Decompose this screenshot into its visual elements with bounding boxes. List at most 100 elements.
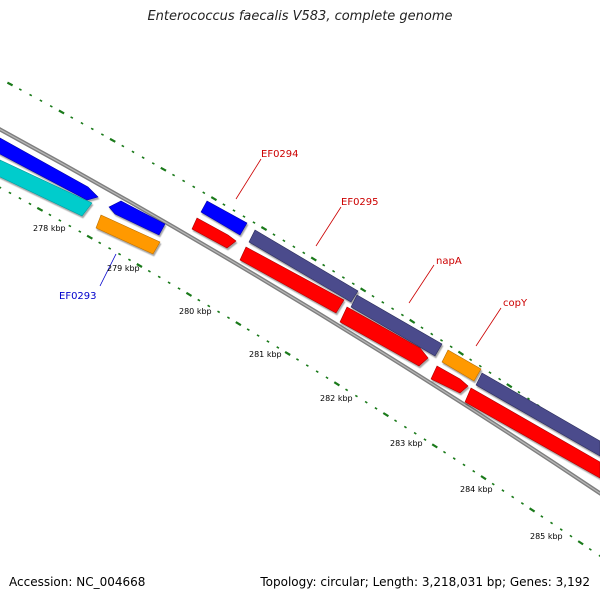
outer-tick-minor [232,209,236,212]
inner-tick-major [235,321,242,327]
cds-orange-left[interactable] [95,214,161,255]
gene-label-copy[interactable]: copY [503,298,528,309]
outer-tick-minor [292,245,296,249]
cds-purple-3[interactable] [475,372,600,457]
outer-tick-minor [282,239,286,243]
inner-tick-minor [8,191,12,195]
outer-tick-minor [182,179,186,183]
outer-tick-minor [517,390,521,394]
inner-tick-major [284,350,291,356]
outer-tick-minor [302,251,306,255]
inner-tick-major [431,443,438,449]
gene-label-napa[interactable]: napA [436,256,462,267]
inner-tick-minor [413,431,417,435]
inner-tick-minor [197,298,201,302]
gene-label-ef0295[interactable]: EF0295 [341,197,379,208]
inner-tick-minor [559,528,563,531]
cds-red-copy[interactable] [430,365,469,394]
tick-label-278: 278 kbp [33,224,66,233]
inner-tick-minor [58,219,62,222]
outer-tick-minor [322,263,326,267]
cds-cyan-left[interactable] [0,159,93,217]
genome-backbone [0,127,600,496]
outer-tick-minor [449,345,453,349]
inner-tick-minor [295,358,300,361]
outer-tick-major [210,196,218,202]
gene-label-ef0294[interactable]: EF0294 [261,149,299,160]
inner-tick-minor [354,394,358,398]
inner-tick-minor [472,469,476,473]
outer-tick-minor [371,294,375,298]
gene-label-ef0293[interactable]: EF0293 [59,291,97,302]
outer-tick-major [6,81,14,87]
outer-tick-minor [351,282,355,286]
tick-label-283: 283 kbp [390,439,423,448]
outer-tick-minor [192,185,196,189]
cds-ef0294-forward[interactable] [200,200,248,236]
outer-tick-minor [469,358,473,362]
outer-tick-minor [498,377,502,381]
cds-red-right[interactable] [464,387,600,479]
inner-tick-minor [28,202,32,206]
outer-tick-major [360,287,367,293]
outer-tick-minor [100,133,104,136]
inner-tick-major [136,263,143,268]
cds-ef0295[interactable] [239,246,345,314]
outer-tick-minor [121,144,125,148]
inner-tick-ring [0,186,600,557]
tick-label-280: 280 kbp [179,307,212,316]
outer-tick-minor [131,150,135,154]
outer-tick-minor [488,371,492,375]
outer-tick-minor [439,339,444,342]
cds-napa[interactable] [339,306,429,367]
cds-ef0293[interactable] [108,200,166,236]
cds-purple-2[interactable] [350,294,443,357]
outer-tick-minor [202,191,206,195]
genome-stats-label: Topology: circular; Length: 3,218,031 bp… [260,575,590,589]
inner-tick-minor [442,450,447,454]
tick-label-281: 281 kbp [249,350,282,359]
cds-purple-1[interactable] [248,229,359,303]
cds-copy[interactable] [441,349,482,382]
leader-ef0295 [315,206,342,247]
tick-label-279: 279 kbp [107,264,140,273]
cds-forward-left[interactable] [0,137,99,201]
inner-tick-minor [501,489,505,492]
inner-tick-minor [68,224,72,228]
inner-tick-minor [345,388,349,392]
outer-tick-minor [222,203,226,206]
inner-tick-minor [147,269,151,273]
inner-tick-minor [177,287,181,290]
inner-tick-minor [18,197,22,200]
outer-tick-minor [478,364,482,368]
outer-tick-minor [272,233,276,236]
inner-tick-minor [217,310,221,314]
map-title: Enterococcus faecalis V583, complete gen… [147,9,453,24]
outer-tick-minor [242,215,246,218]
inner-tick-minor [157,275,161,279]
inner-tick-minor [207,304,211,308]
inner-tick-major [185,291,193,297]
inner-tick-major [333,381,340,387]
inner-tick-major [577,540,584,546]
outer-tick-minor [80,121,84,125]
outer-tick-minor [252,221,256,224]
outer-tick-major [260,226,268,232]
cds-ef0294-reverse[interactable] [191,217,237,249]
outer-tick-major [58,109,65,115]
outer-tick-major [109,137,116,143]
inner-tick-minor [423,438,427,441]
inner-tick-minor [325,376,329,380]
inner-tick-minor [108,247,112,250]
outer-tick-minor [430,332,434,336]
inner-tick-minor [246,328,250,331]
inner-tick-minor [520,502,524,505]
inner-tick-minor [462,463,466,467]
outer-tick-minor [90,127,94,131]
tick-label-282: 282 kbp [320,394,353,403]
inner-tick-major [480,475,487,481]
inner-tick-minor [98,241,102,245]
outer-tick-minor [39,99,43,103]
inner-tick-minor [315,370,319,373]
